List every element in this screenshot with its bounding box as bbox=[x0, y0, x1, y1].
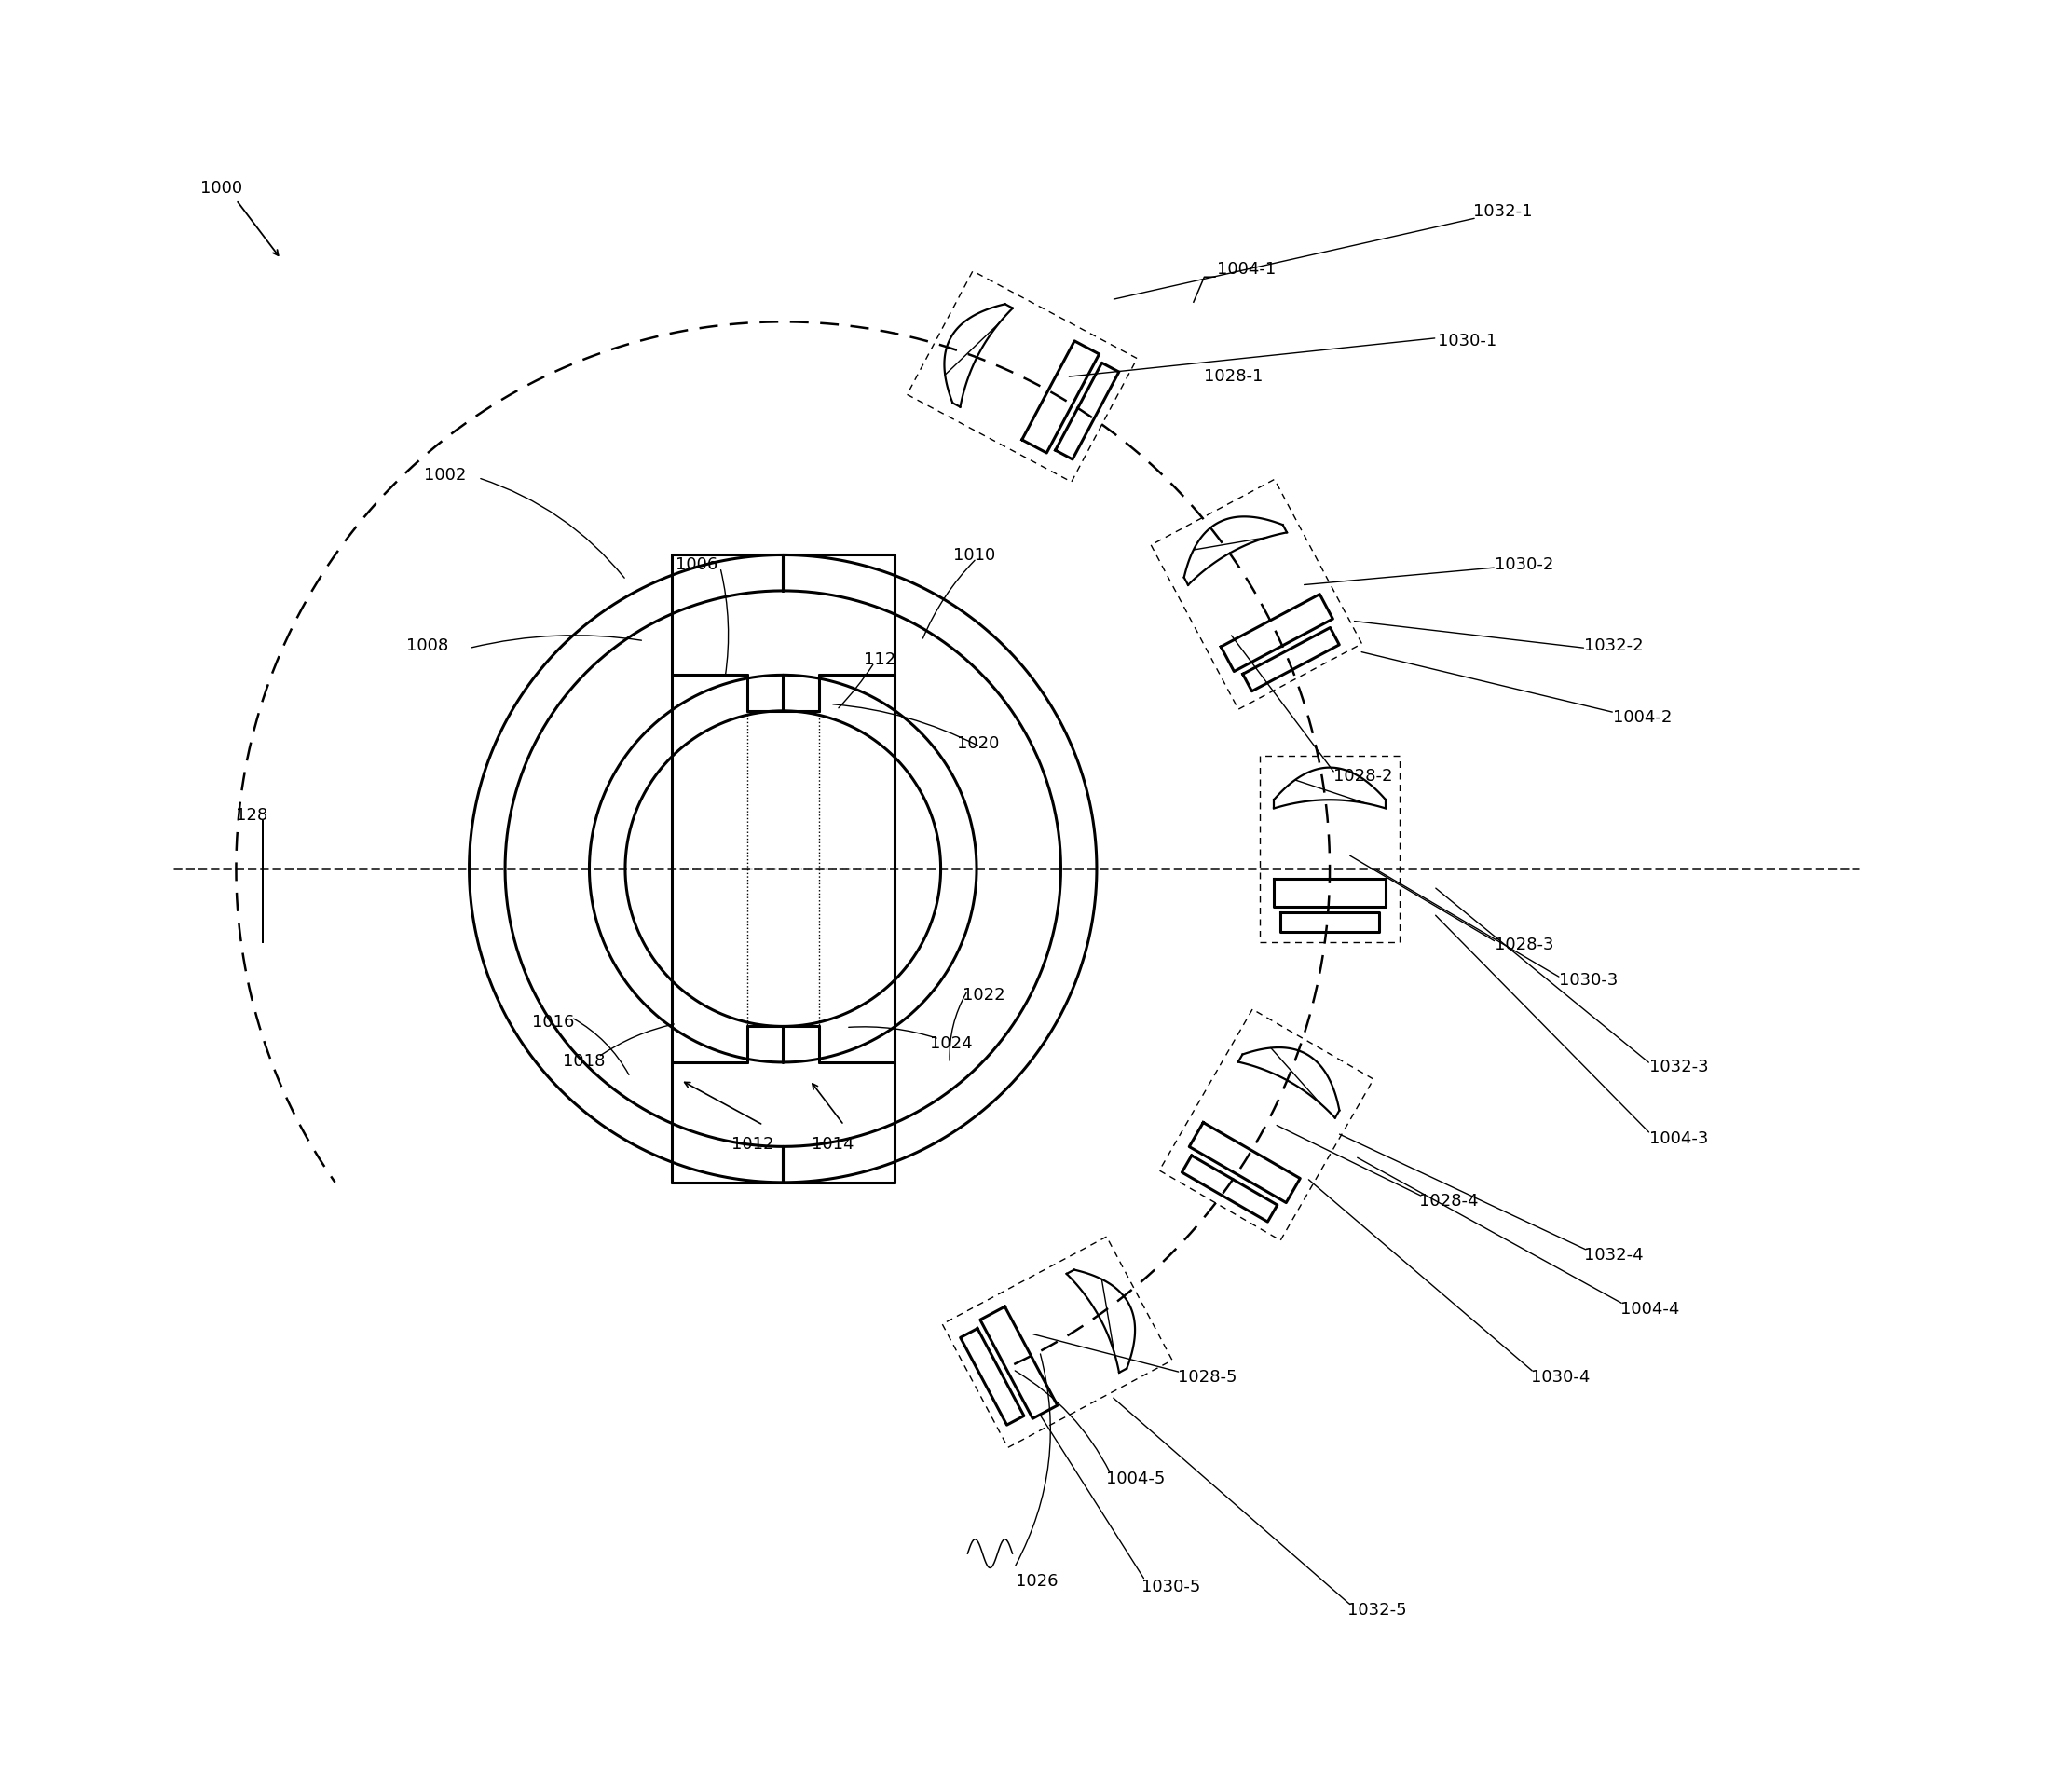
Text: 1008: 1008 bbox=[406, 636, 449, 654]
Text: 1032-1: 1032-1 bbox=[1474, 202, 1533, 220]
Text: 1032-3: 1032-3 bbox=[1648, 1057, 1708, 1075]
Text: 1026: 1026 bbox=[1017, 1572, 1058, 1590]
Text: 1030-5: 1030-5 bbox=[1142, 1577, 1201, 1595]
Text: 1032-4: 1032-4 bbox=[1585, 1245, 1644, 1263]
Text: 1028-2: 1028-2 bbox=[1332, 767, 1392, 785]
Text: 1004-5: 1004-5 bbox=[1105, 1469, 1164, 1487]
Text: 1024: 1024 bbox=[931, 1034, 972, 1052]
Text: 1004-2: 1004-2 bbox=[1613, 708, 1673, 726]
Text: 1004-3: 1004-3 bbox=[1648, 1129, 1708, 1147]
Text: 1030-1: 1030-1 bbox=[1437, 332, 1496, 349]
Text: 1014: 1014 bbox=[812, 1134, 855, 1152]
Text: 1010: 1010 bbox=[953, 547, 996, 564]
Text: 1004-4: 1004-4 bbox=[1620, 1299, 1679, 1317]
Text: 1030-2: 1030-2 bbox=[1494, 556, 1554, 573]
Text: 1000: 1000 bbox=[201, 179, 242, 197]
Text: 1012: 1012 bbox=[732, 1134, 773, 1152]
Text: 1030-3: 1030-3 bbox=[1560, 971, 1617, 989]
Text: 1032-2: 1032-2 bbox=[1585, 636, 1644, 654]
Text: 1032-5: 1032-5 bbox=[1347, 1600, 1406, 1618]
Text: 1022: 1022 bbox=[961, 986, 1004, 1004]
Text: 1018: 1018 bbox=[562, 1052, 605, 1070]
Text: 128: 128 bbox=[236, 806, 269, 824]
Text: 1006: 1006 bbox=[674, 556, 718, 573]
Text: 1030-4: 1030-4 bbox=[1531, 1367, 1589, 1385]
Text: 1028-5: 1028-5 bbox=[1177, 1367, 1236, 1385]
Text: 1002: 1002 bbox=[424, 466, 467, 484]
Text: 1028-4: 1028-4 bbox=[1419, 1192, 1478, 1210]
Text: 112: 112 bbox=[863, 650, 896, 668]
Text: 1020: 1020 bbox=[957, 735, 998, 753]
Text: 1028-3: 1028-3 bbox=[1494, 935, 1554, 953]
Text: 1016: 1016 bbox=[533, 1012, 574, 1030]
Text: 1004-1: 1004-1 bbox=[1218, 260, 1275, 278]
Text: 1028-1: 1028-1 bbox=[1203, 367, 1263, 385]
